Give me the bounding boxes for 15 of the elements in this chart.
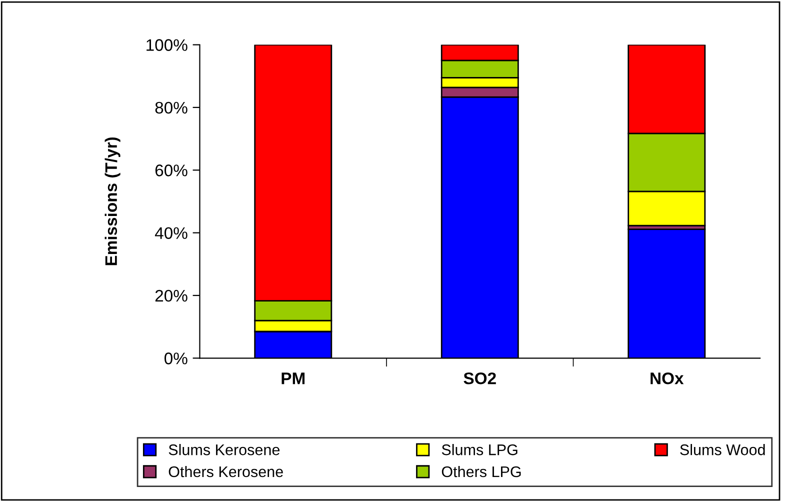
legend-label: Slums Kerosene bbox=[168, 444, 280, 456]
y-axis-title: Emissions (T/yr) bbox=[104, 137, 120, 266]
legend-label: Others Kerosene bbox=[168, 466, 283, 478]
legend-label: Slums LPG bbox=[442, 444, 518, 456]
y-tick-label: 80% bbox=[155, 102, 188, 114]
x-tick-label: PM bbox=[282, 372, 305, 384]
x-tick-label: SO2 bbox=[464, 372, 496, 384]
legend-label: Slums Wood bbox=[680, 444, 765, 456]
y-tick-label: 40% bbox=[154, 227, 188, 239]
y-tick-label: 20% bbox=[155, 290, 188, 302]
legend-label: Others LPG bbox=[442, 466, 521, 478]
y-tick-label: 60% bbox=[155, 164, 188, 176]
x-tick-label: NOx bbox=[650, 372, 684, 384]
y-tick-label: 100% bbox=[146, 39, 188, 51]
y-tick-label: 0% bbox=[164, 352, 188, 364]
